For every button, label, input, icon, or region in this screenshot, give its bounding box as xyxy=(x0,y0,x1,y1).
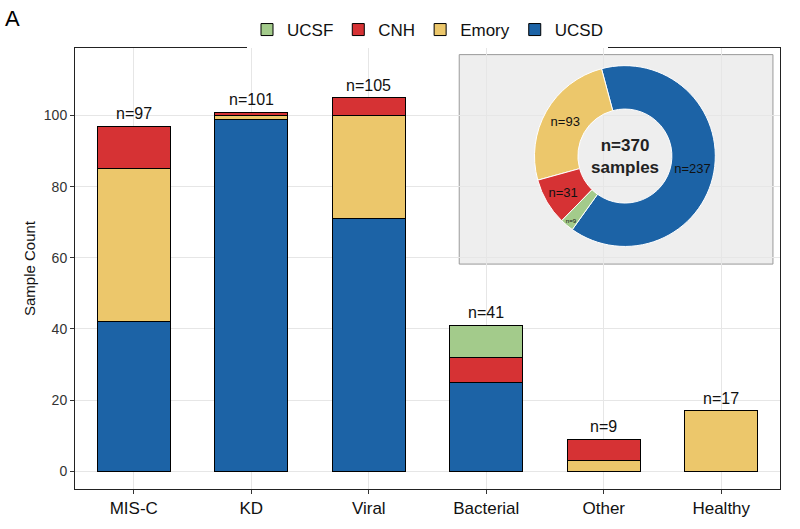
svg-text:80: 80 xyxy=(52,179,68,195)
svg-text:n=93: n=93 xyxy=(551,114,580,129)
svg-text:n=101: n=101 xyxy=(229,91,274,108)
svg-text:100: 100 xyxy=(44,107,68,123)
svg-text:n=31: n=31 xyxy=(548,185,577,200)
svg-text:MIS-C: MIS-C xyxy=(110,499,158,518)
svg-text:n=41: n=41 xyxy=(468,304,504,321)
svg-text:Bacterial: Bacterial xyxy=(453,499,519,518)
svg-text:UCSF: UCSF xyxy=(287,21,333,40)
svg-text:60: 60 xyxy=(52,250,68,266)
svg-text:n=370samples: n=370samples xyxy=(591,136,659,177)
svg-text:A: A xyxy=(5,6,20,31)
svg-text:UCSD: UCSD xyxy=(555,21,603,40)
svg-text:n=9: n=9 xyxy=(590,418,617,435)
svg-text:40: 40 xyxy=(52,321,68,337)
svg-text:n=9: n=9 xyxy=(566,217,577,224)
svg-text:n=17: n=17 xyxy=(703,390,739,407)
svg-text:Other: Other xyxy=(582,499,625,518)
svg-text:0: 0 xyxy=(59,463,67,479)
svg-text:n=237: n=237 xyxy=(674,161,711,176)
svg-text:n=105: n=105 xyxy=(346,77,391,94)
svg-text:Sample Count: Sample Count xyxy=(21,220,38,316)
svg-text:n=97: n=97 xyxy=(116,105,152,122)
svg-text:20: 20 xyxy=(52,392,68,408)
svg-text:Emory: Emory xyxy=(460,21,510,40)
svg-text:KD: KD xyxy=(239,499,263,518)
svg-text:CNH: CNH xyxy=(378,21,415,40)
svg-text:Healthy: Healthy xyxy=(692,499,750,518)
svg-text:Viral: Viral xyxy=(352,499,386,518)
